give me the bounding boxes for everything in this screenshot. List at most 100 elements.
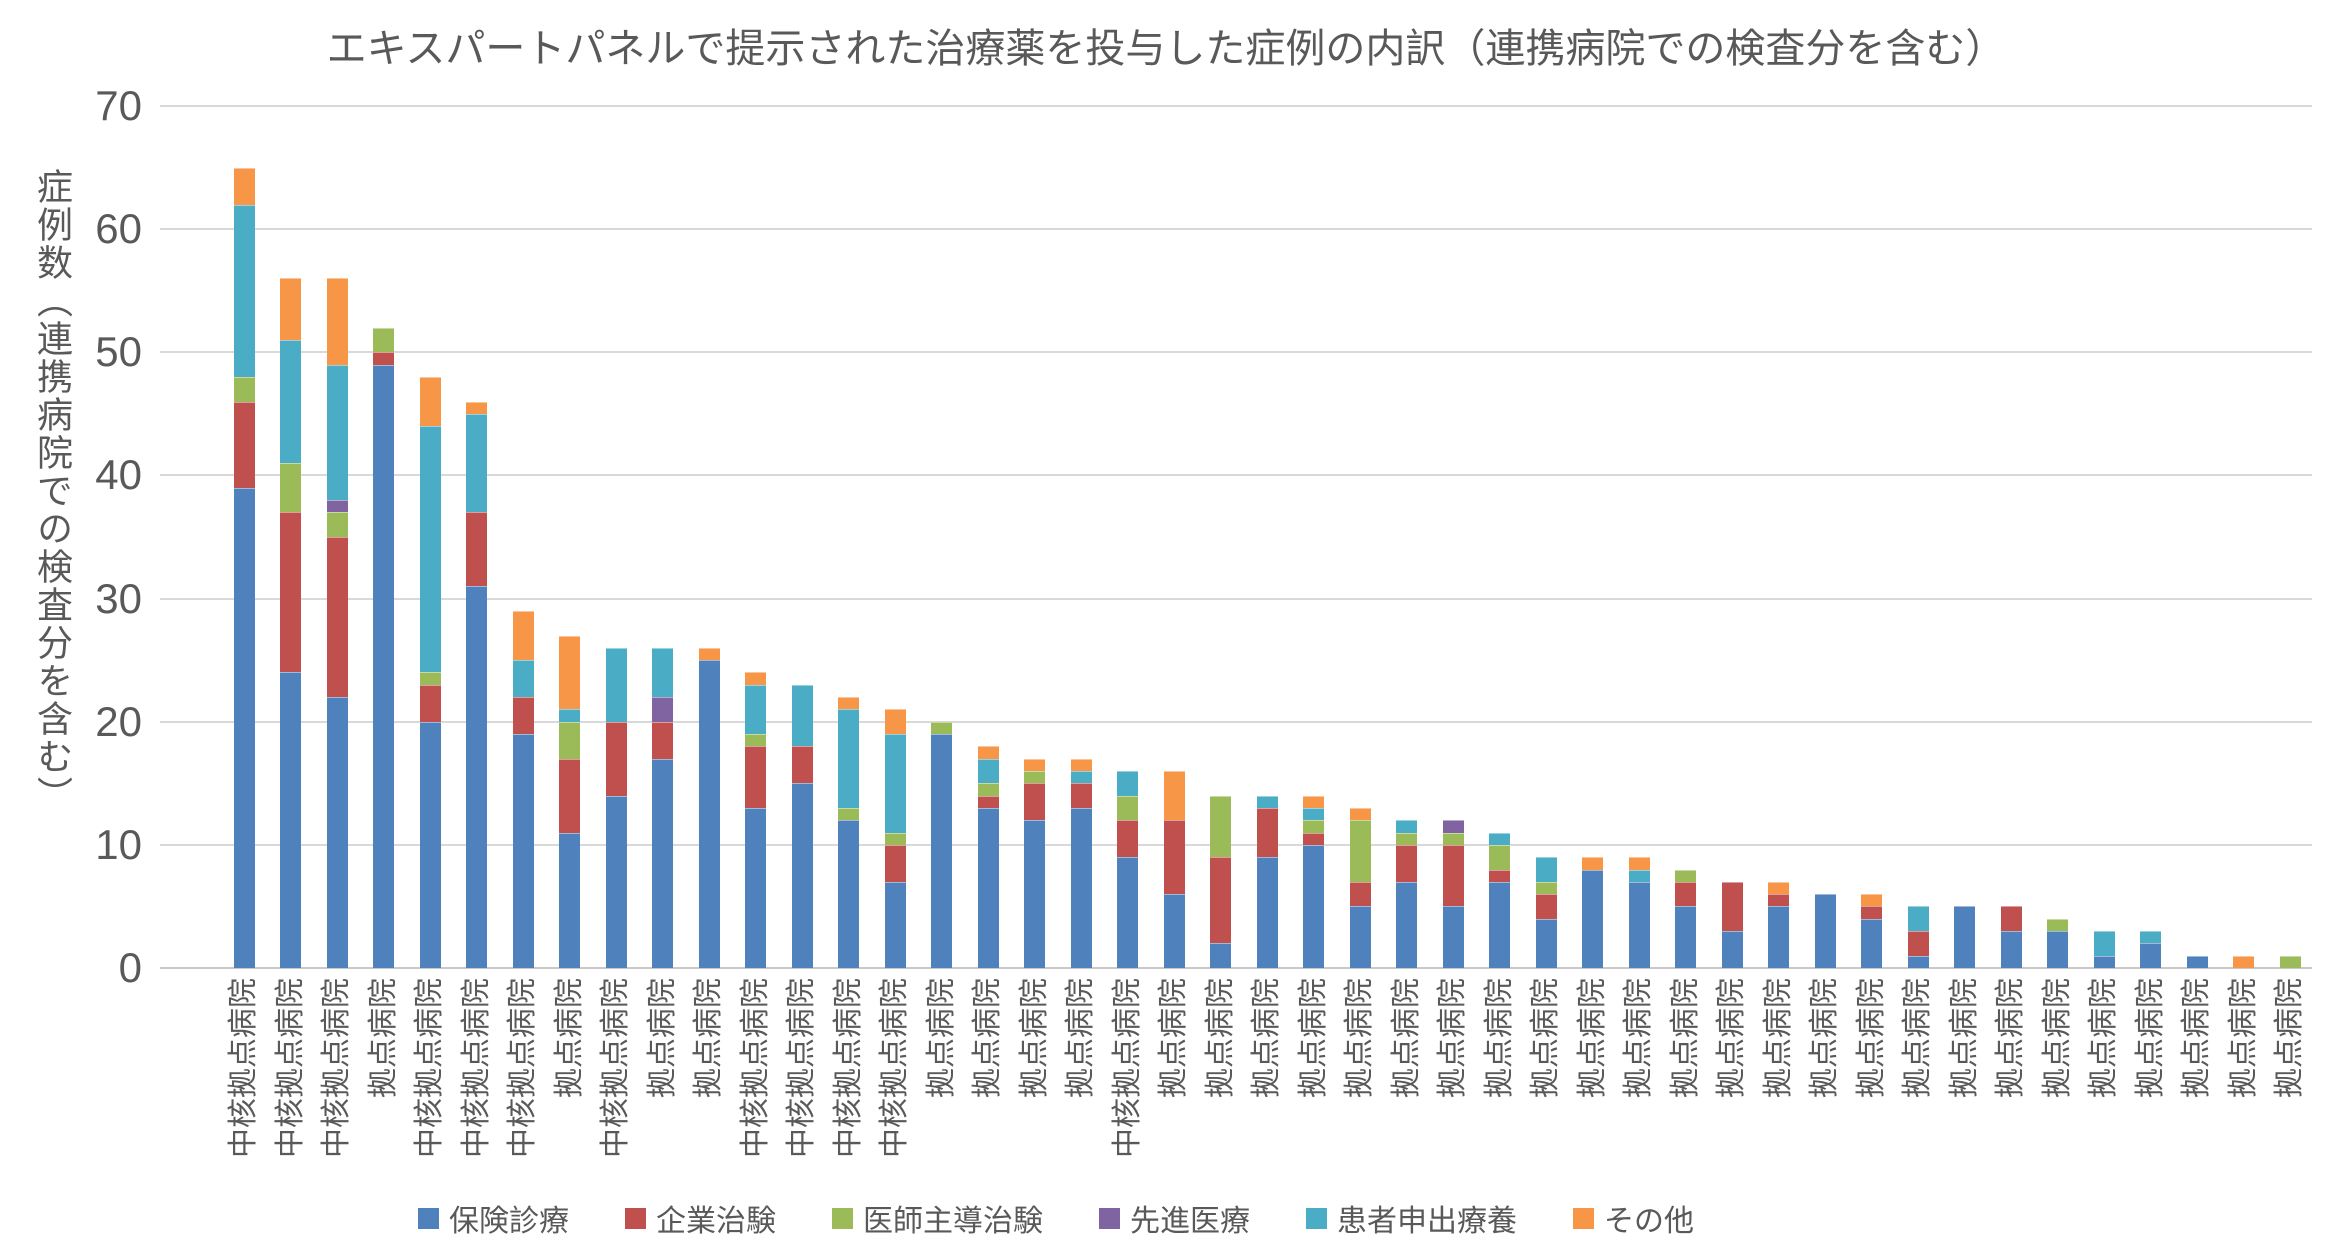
bar-10-segment-保険診療 [652,758,674,968]
bar-1-segment-患者申出療養 [233,204,255,377]
bar-37-segment-企業治験 [1907,931,1929,956]
bar-24-segment-患者申出療養 [1303,807,1325,821]
bar-45 [2279,955,2301,968]
bar-4-segment-企業治験 [373,352,395,365]
bar-29-segment-保険診療 [1535,918,1557,968]
bar-44-segment-その他 [2233,955,2255,968]
bar-12 [745,672,767,968]
gridline-y20 [160,720,2312,723]
bar-11 [698,647,720,968]
bar-5-segment-患者申出療養 [419,426,441,673]
gridline-y50 [160,351,2312,354]
bar-43 [2186,955,2208,968]
x-label-38: 拠点病院 [1947,978,1981,1098]
bar-1-segment-その他 [233,167,255,205]
bar-27-segment-保険診療 [1442,906,1464,968]
bar-43-segment-保険診療 [2186,955,2208,968]
x-label-21: 拠点病院 [1157,978,1191,1098]
y-tick-label-20: 20 [95,697,142,745]
bar-14-segment-患者申出療養 [838,709,860,808]
bar-38-segment-保険診療 [1954,906,1976,968]
bar-29-segment-医師主導治験 [1535,881,1557,895]
bar-30-segment-保険診療 [1582,869,1604,968]
bar-27-segment-先進医療 [1442,820,1464,833]
bar-26-segment-企業治験 [1396,844,1418,882]
bar-3-segment-患者申出療養 [326,364,348,501]
bar-17-segment-医師主導治験 [977,783,999,796]
bar-20 [1117,771,1139,968]
bar-22-segment-保険診療 [1210,943,1232,968]
bar-20-segment-患者申出療養 [1117,771,1139,796]
bar-41 [2093,931,2115,968]
bar-4-segment-保険診療 [373,364,395,968]
bar-5-segment-医師主導治験 [419,672,441,685]
x-label-40: 拠点病院 [2040,978,2074,1098]
bar-16 [931,721,953,968]
bar-15-segment-その他 [884,709,906,735]
bar-7-segment-患者申出療養 [512,660,534,698]
x-label-23: 拠点病院 [1250,978,1284,1098]
x-label-42: 拠点病院 [2133,978,2167,1098]
bar-25-segment-医師主導治験 [1349,820,1371,882]
bar-24-segment-その他 [1303,795,1325,808]
y-tick-label-30: 30 [95,574,142,622]
bar-25 [1349,807,1371,968]
gridline-y70 [160,105,2312,108]
legend-swatch-icon [1099,1207,1120,1229]
x-label-18: 拠点病院 [1017,978,1051,1098]
bar-8 [559,635,581,968]
bar-29 [1535,857,1557,968]
bar-26 [1396,820,1418,968]
bar-15-segment-企業治験 [884,844,906,882]
bar-33-segment-保険診療 [1721,931,1743,968]
bar-3-segment-先進医療 [326,500,348,513]
bar-1-segment-医師主導治験 [233,376,255,402]
legend-label: 患者申出療養 [1337,1205,1517,1238]
bar-8-segment-保険診療 [559,832,581,968]
bar-13-segment-企業治験 [791,746,813,784]
bar-12-segment-その他 [745,672,767,685]
bar-18-segment-保険診療 [1024,820,1046,968]
bar-23-segment-企業治験 [1256,807,1278,858]
y-axis-title: 症例数（連携病院での検査分を含む） [32,168,73,814]
bar-21 [1163,771,1185,968]
bar-28 [1489,832,1511,968]
bar-27-segment-医師主導治験 [1442,832,1464,845]
x-label-11: 拠点病院 [692,978,726,1098]
x-label-33: 拠点病院 [1715,978,1749,1098]
bar-40-segment-医師主導治験 [2047,918,2069,932]
bar-33-segment-企業治験 [1721,881,1743,932]
bar-22-segment-企業治験 [1210,857,1232,944]
bar-36-segment-企業治験 [1861,906,1883,919]
x-label-3: 中核拠点病院 [320,978,354,1158]
x-label-34: 拠点病院 [1761,978,1795,1098]
x-label-39: 拠点病院 [1994,978,2028,1098]
bar-10-segment-先進医療 [652,697,674,722]
bar-8-segment-その他 [559,635,581,710]
bar-28-segment-保険診療 [1489,881,1511,968]
x-label-12: 中核拠点病院 [738,978,772,1158]
bar-16-segment-保険診療 [931,734,953,968]
bar-13-segment-患者申出療養 [791,684,813,747]
bar-37-segment-患者申出療養 [1907,906,1929,932]
bar-2-segment-保険診療 [280,672,301,968]
bar-24-segment-保険診療 [1303,844,1325,968]
bar-31-segment-保険診療 [1628,881,1650,968]
bar-39 [2000,906,2022,968]
x-label-44: 拠点病院 [2226,978,2260,1098]
bar-40 [2047,918,2069,968]
bar-42-segment-患者申出療養 [2140,931,2162,944]
bar-39-segment-保険診療 [2000,931,2022,968]
y-tick-label-70: 70 [95,82,142,130]
bar-7-segment-その他 [512,610,534,661]
bar-14-segment-医師主導治験 [838,807,860,821]
bar-17-segment-保険診療 [977,807,999,968]
bar-12-segment-保険診療 [745,807,767,968]
bar-8-segment-医師主導治験 [559,721,581,759]
bar-19-segment-企業治験 [1070,783,1092,808]
y-tick-label-50: 50 [95,328,142,376]
x-label-14: 中核拠点病院 [831,978,865,1158]
bar-30-segment-その他 [1582,857,1604,870]
bar-18 [1024,758,1046,968]
